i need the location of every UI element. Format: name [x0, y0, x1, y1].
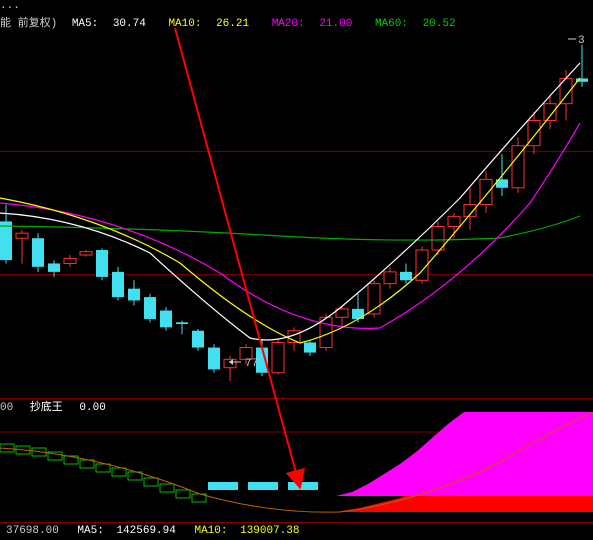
top-header-row: ... — [0, 0, 593, 14]
svg-text:3: 3 — [578, 35, 585, 47]
vol-ma5: MA5: 142569.94 — [77, 525, 181, 537]
sub-indicator-chart[interactable] — [0, 412, 593, 520]
svg-text:77: 77 — [245, 358, 258, 370]
stock-chart-container: ... 能 前复权) MA5: 30.74 MA10: 26.21 MA20: … — [0, 0, 593, 540]
main-chart-svg: 77 3 — [0, 28, 593, 398]
top-cutoff-text: ... — [0, 0, 20, 12]
sub-chart-svg — [0, 412, 593, 520]
main-candlestick-chart[interactable]: 77 3 — [0, 28, 593, 399]
vol-value: 37698.00 — [0, 525, 65, 537]
sub-indicator-header: 00 抄底王 0.00 — [0, 398, 593, 412]
footer-volume-row: 37698.00 MA5: 142569.94 MA10: 139007.38 — [0, 522, 593, 540]
vol-ma10: MA10: 139007.38 — [194, 525, 305, 537]
ma-labels-row: 能 前复权) MA5: 30.74 MA10: 26.21 MA20: 21.0… — [0, 14, 593, 28]
